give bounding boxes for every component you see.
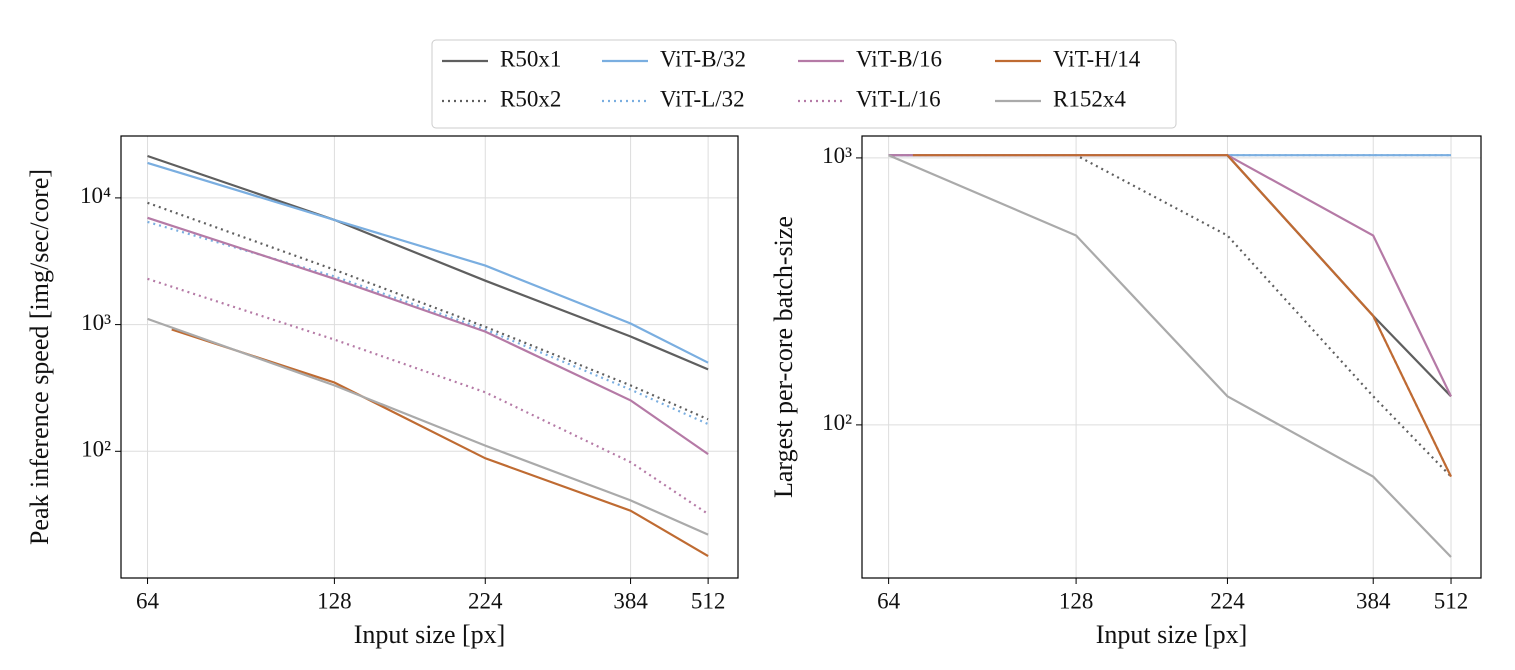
legend-label: ViT-H/14 xyxy=(1053,46,1141,71)
y-axis-label: Largest per-core batch-size xyxy=(769,216,798,498)
series-line xyxy=(888,154,1452,558)
series-line xyxy=(147,201,709,421)
legend-label: ViT-B/16 xyxy=(856,46,942,71)
x-tick-label: 512 xyxy=(691,588,726,613)
x-axis-label: Input size [px] xyxy=(1096,620,1248,649)
legend-label: ViT-L/16 xyxy=(856,86,941,111)
x-tick-label: 128 xyxy=(1059,588,1094,613)
x-axis-label: Input size [px] xyxy=(354,620,506,649)
x-tick-label: 384 xyxy=(1356,588,1391,613)
y-tick-label: 10² xyxy=(81,437,111,462)
series-line xyxy=(888,154,1452,478)
series-line xyxy=(147,154,709,371)
legend-label: ViT-L/32 xyxy=(660,86,745,111)
x-tick-label: 64 xyxy=(136,588,160,613)
legend-label: R50x2 xyxy=(500,86,561,111)
y-tick-label: 10³ xyxy=(81,310,111,335)
series-line xyxy=(171,328,709,558)
x-tick-label: 384 xyxy=(613,588,648,613)
legend-label: R50x1 xyxy=(500,46,561,71)
y-tick-label: 10³ xyxy=(822,143,852,168)
legend-label: R152x4 xyxy=(1053,86,1126,111)
y-tick-label: 10⁴ xyxy=(80,183,111,208)
x-tick-label: 128 xyxy=(317,588,352,613)
series-line xyxy=(888,154,1452,478)
x-tick-label: 512 xyxy=(1434,588,1469,613)
series-line xyxy=(147,161,709,364)
y-tick-label: 10² xyxy=(822,410,852,435)
series-line xyxy=(147,317,709,536)
x-tick-label: 224 xyxy=(1210,588,1245,613)
series-line xyxy=(912,154,1452,478)
axes-frame xyxy=(120,135,739,579)
series-line xyxy=(147,220,709,426)
x-tick-label: 224 xyxy=(468,588,503,613)
legend-label: ViT-B/32 xyxy=(660,46,746,71)
x-tick-label: 64 xyxy=(877,588,901,613)
axes-frame xyxy=(861,135,1482,579)
y-axis-label: Peak inference speed [img/sec/core] xyxy=(25,169,54,545)
series-line xyxy=(147,216,709,456)
